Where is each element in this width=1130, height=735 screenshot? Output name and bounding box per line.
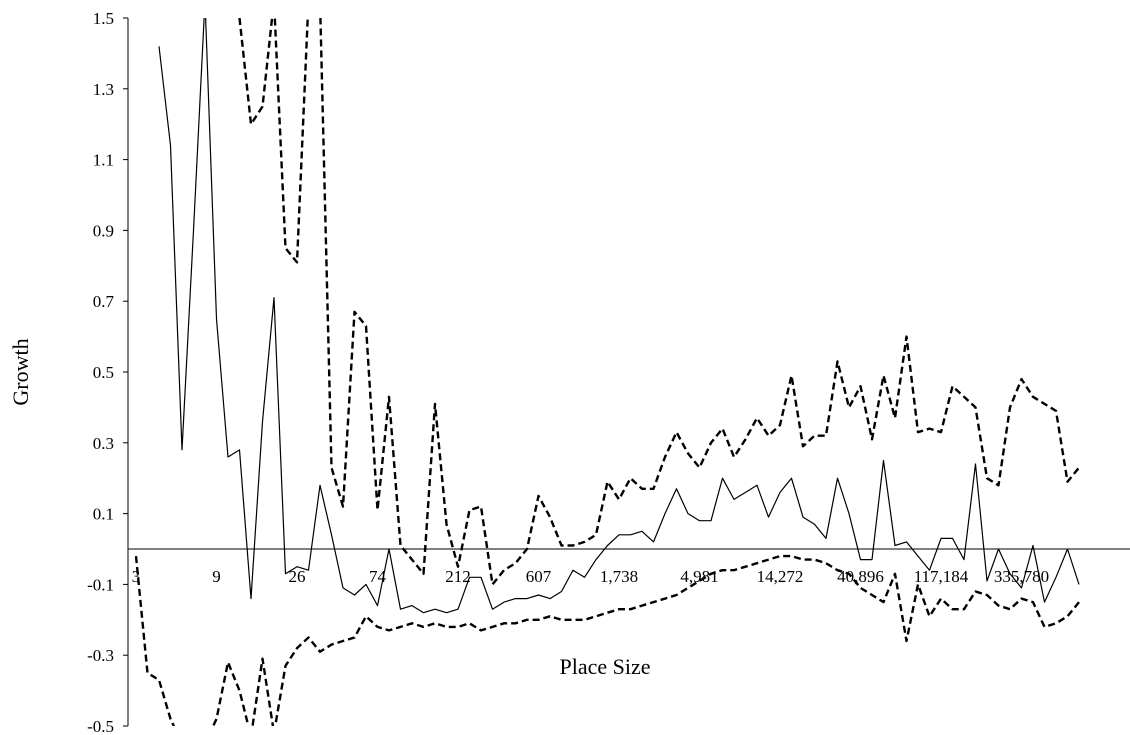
upper-bound-line [238, 18, 1080, 586]
y-tick-label: -0.3 [87, 646, 114, 665]
y-tick-label: 0.5 [93, 363, 114, 382]
y-tick-label: 0.7 [93, 292, 115, 311]
x-tick-label: 9 [212, 567, 221, 586]
x-tick-label: 14,272 [757, 567, 804, 586]
x-tick-label: 212 [445, 567, 471, 586]
x-tick-label: 1,738 [600, 567, 638, 586]
x-tick-label: 4,981 [680, 567, 718, 586]
growth-line [158, 18, 1080, 614]
series-layer [134, 18, 1080, 726]
y-tick-label: 1.3 [93, 80, 114, 99]
x-tick-label: 26 [289, 567, 306, 586]
y-tick-label: 1.1 [93, 151, 114, 170]
x-tick-label: 3 [132, 567, 141, 586]
y-tick-label: 0.1 [93, 505, 114, 524]
x-tick-label: 335,780 [994, 567, 1049, 586]
y-tick-label: 0.3 [93, 434, 114, 453]
x-tick-label: 607 [526, 567, 552, 586]
lower-bound-line [134, 554, 1080, 726]
y-tick-label: -0.1 [87, 575, 114, 594]
y-tick-label: -0.5 [87, 717, 114, 735]
y-tick-label: 0.9 [93, 221, 114, 240]
y-tick-label: 1.5 [93, 9, 114, 28]
x-tick-label: 117,184 [914, 567, 969, 586]
x-axis: 3 9 26 74 212 607 1,738 4,981 14,272 40,896 117,18… [132, 567, 1049, 586]
y-axis: -0.5 -0.3 -0.1 0.1 0.3 0.5 0.7 0.9 1.1 1.3 1.5 [87, 9, 128, 735]
x-axis-title: Place Size [559, 654, 650, 679]
x-tick-label: 40,896 [837, 567, 884, 586]
y-axis-title: Growth [8, 338, 33, 405]
